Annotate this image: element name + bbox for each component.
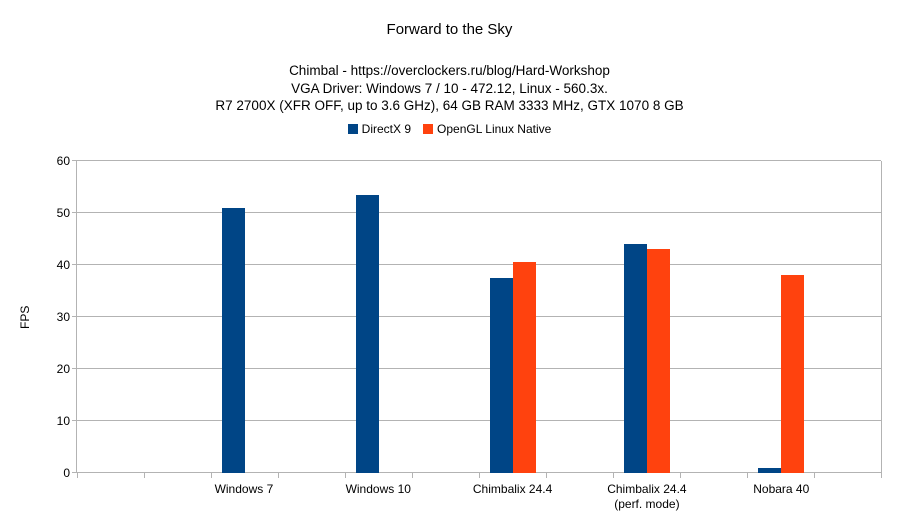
y-axis-tick-label-20: 20	[56, 362, 70, 376]
y-axis-tick-40	[72, 264, 77, 265]
x-axis-label-nobara-40: Nobara 40	[753, 482, 810, 496]
legend-item-opengl-linux-native: OpenGL Linux Native	[423, 122, 551, 136]
bar-slot-windows-10-directx-9	[355, 194, 379, 473]
bar-chimbalix-24-4-directx-9	[489, 278, 513, 473]
gridline-y-40	[77, 264, 881, 265]
x-axis-tick-6	[479, 473, 480, 478]
x-axis-tick-5	[412, 473, 413, 478]
y-axis-tick-0	[72, 472, 77, 473]
legend: DirectX 9 OpenGL Linux Native	[0, 122, 899, 136]
bar-group-windows-10	[355, 194, 402, 473]
bar-slot-chimbalix-24-4-directx-9	[489, 278, 513, 473]
x-axis-tick-1	[143, 473, 145, 478]
gridline-y-50	[77, 212, 881, 213]
x-axis-label-chimbalix-24-4-perf-mode: Chimbalix 24.4 (perf. mode)	[607, 482, 687, 511]
bar-windows-10-directx-9	[355, 194, 379, 473]
gridline-y-20	[77, 368, 881, 369]
x-axis-tick-3	[278, 473, 279, 478]
y-axis-tick-10	[72, 420, 77, 421]
bar-chimbalix-24-4-opengl-linux-native	[512, 262, 536, 473]
bar-slot-windows-7-directx-9	[221, 207, 245, 473]
y-axis-tick-label-40: 40	[56, 258, 70, 272]
x-axis-tick-8	[612, 473, 614, 478]
y-axis-tick-50	[72, 212, 77, 213]
plot-area	[72, 160, 882, 478]
y-axis-tick-label-60: 60	[56, 154, 70, 168]
bar-slot-nobara-40-opengl-linux-native	[780, 275, 804, 473]
bar-chimbalix-24-4-perf-mode-directx-9	[623, 244, 647, 473]
x-axis-tick-0	[77, 473, 78, 478]
y-axis-labels: 0 10 20 30 40 50 60	[0, 154, 70, 480]
x-axis-tick-10	[747, 473, 748, 478]
bar-nobara-40-opengl-linux-native	[780, 275, 804, 473]
legend-marker-directx-9	[347, 124, 358, 134]
x-axis-tick-11	[814, 473, 815, 478]
y-axis-tick-label-10: 10	[56, 414, 70, 428]
bar-group-windows-7	[221, 207, 268, 473]
gridline-y-0	[77, 472, 881, 473]
bar-group-nobara-40	[757, 275, 804, 473]
x-axis-label-chimbalix-24-4: Chimbalix 24.4	[472, 482, 553, 496]
subtitle-line-driver: VGA Driver: Windows 7 / 10 - 472.12, Lin…	[291, 80, 608, 96]
x-axis-tick-4	[344, 473, 346, 478]
legend-item-directx-9: DirectX 9	[347, 122, 412, 136]
subtitle-line-source: Chimbal - https://overclockers.ru/blog/H…	[289, 63, 610, 78]
x-axis-tick-7	[546, 473, 547, 478]
chart-subtitle: Chimbal - https://overclockers.ru/blog/H…	[0, 62, 899, 115]
bar-nobara-40-directx-9	[757, 467, 781, 473]
bar-windows-7-directx-9	[221, 207, 245, 473]
y-axis-tick-60	[72, 160, 77, 161]
bar-group-chimbalix-24-4-perf-mode	[623, 244, 670, 473]
bar-group-chimbalix-24-4	[489, 262, 536, 473]
bar-chimbalix-24-4-perf-mode-opengl-linux-native	[646, 249, 670, 473]
subtitle-line-hardware: R7 2700X (XFR OFF, up to 3.6 GHz), 64 GB…	[215, 98, 684, 113]
chart-title: Forward to the Sky	[386, 21, 513, 38]
gridline-y-30	[77, 316, 881, 317]
y-axis-tick-label-0: 0	[63, 466, 70, 480]
x-axis-tick-12	[881, 473, 882, 478]
gridline-y-10	[77, 420, 881, 421]
bar-slot-chimbalix-24-4-perf-mode-opengl-linux-native	[646, 249, 670, 473]
bar-slot-chimbalix-24-4-opengl-linux-native	[512, 262, 536, 473]
y-axis-tick-label-30: 30	[56, 310, 70, 324]
gridline-y-60	[77, 160, 881, 161]
legend-label-opengl-linux-native: OpenGL Linux Native	[437, 122, 552, 136]
x-axis-tick-9	[680, 473, 681, 478]
bar-slot-nobara-40-directx-9	[757, 467, 781, 473]
x-axis-label-windows-10: Windows 10	[345, 482, 411, 496]
x-axis-label-windows-7: Windows 7	[214, 482, 274, 496]
y-axis-tick-20	[72, 368, 77, 369]
bar-slot-chimbalix-24-4-perf-mode-directx-9	[623, 244, 647, 473]
x-axis-labels: Windows 7 Windows 10 Chimbalix 24.4 Chimbal…	[76, 482, 882, 516]
legend-label-directx-9: DirectX 9	[361, 122, 412, 136]
y-axis-tick-30	[72, 316, 77, 317]
legend-marker-opengl-linux-native	[423, 124, 434, 134]
x-axis-tick-2	[210, 473, 212, 478]
y-axis-tick-label-50: 50	[56, 206, 70, 220]
